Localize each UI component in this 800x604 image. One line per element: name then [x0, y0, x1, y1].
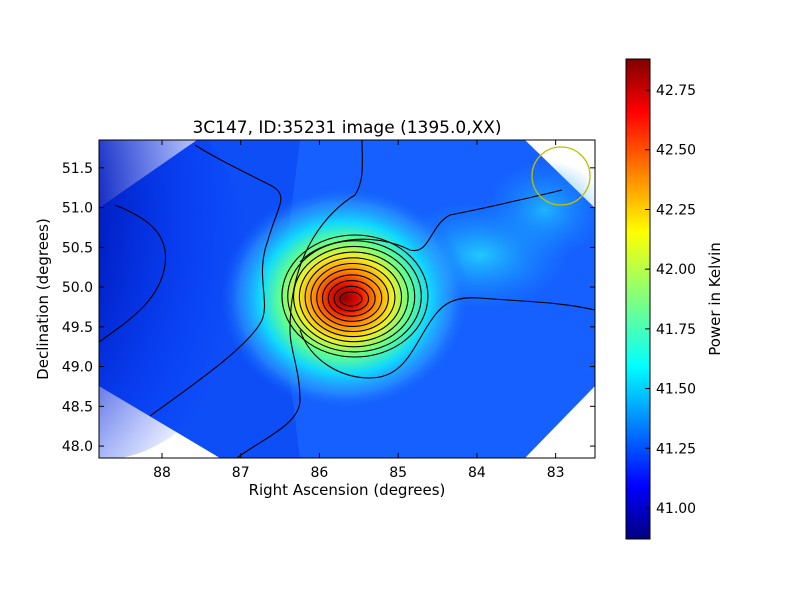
- colorbar-tick-label: 42.50: [656, 143, 696, 159]
- x-tick-label: 88: [153, 465, 171, 481]
- y-axis-ticks: 48.0 48.5 49.0 49.5 50.0 50.5 51.0 51.5: [62, 161, 595, 455]
- source-contour: [287, 240, 422, 353]
- x-tick-label: 86: [311, 465, 329, 481]
- colorbar-tick-label: 41.50: [656, 382, 696, 398]
- source-contours: [281, 234, 429, 358]
- colorbar-tick-label: 42.75: [656, 83, 696, 99]
- x-tick-label: 83: [547, 465, 565, 481]
- source-contour: [292, 245, 416, 348]
- y-tick-label: 51.5: [62, 161, 93, 177]
- y-tick-label: 50.5: [62, 240, 93, 256]
- contour-line: [299, 297, 595, 379]
- colorbar-tick-label: 41.75: [656, 322, 696, 338]
- source-contour: [333, 285, 370, 312]
- heatmap-dark-region: [99, 140, 249, 458]
- y-tick-label: 49.0: [62, 360, 93, 376]
- source-contour: [304, 257, 403, 338]
- x-axis-ticks: 88 87 86 85 84 83: [153, 140, 565, 481]
- colorbar-tick-label: 41.25: [656, 441, 696, 457]
- source-contour: [339, 291, 363, 307]
- x-tick-label: 84: [468, 465, 486, 481]
- colorbar-tick-label: 42.00: [656, 262, 696, 278]
- plot-frame: [98, 139, 596, 459]
- x-tick-label: 85: [389, 465, 407, 481]
- y-tick-label: 48.0: [62, 439, 93, 455]
- source-contour: [310, 262, 396, 333]
- x-axis-label: Right Ascension (degrees): [249, 481, 446, 499]
- source-contour: [298, 251, 409, 343]
- heatmap-light-region-2: [485, 160, 595, 260]
- chart-title: 3C147, ID:35231 image (1395.0,XX): [192, 118, 501, 138]
- y-tick-label: 48.5: [62, 399, 93, 415]
- y-tick-label: 50.0: [62, 280, 93, 296]
- source-contour: [327, 280, 376, 317]
- heatmap-source: [220, 186, 470, 410]
- y-tick-label: 49.5: [62, 320, 93, 336]
- source-contour: [281, 234, 429, 358]
- colorbar: [625, 58, 651, 540]
- colorbar-label: Power in Kelvin: [706, 242, 724, 356]
- colorbar-tick-label: 42.25: [656, 202, 696, 218]
- contour-line: [236, 140, 363, 458]
- source-contour: [316, 268, 389, 327]
- colorbar-tick-label: 41.00: [656, 501, 696, 517]
- contour-line: [149, 144, 282, 417]
- source-contour: [321, 274, 383, 322]
- colorbar-ticks: 41.00 41.25 41.50 41.75 42.00 42.25 42.50 42.75: [645, 83, 696, 517]
- x-tick-label: 87: [232, 465, 250, 481]
- y-tick-label: 51.0: [62, 201, 93, 217]
- heatmap-layer: [99, 140, 595, 458]
- y-axis-label: Declination (degrees): [34, 218, 52, 380]
- contour-line: [99, 204, 167, 343]
- beam-circle: [531, 146, 591, 206]
